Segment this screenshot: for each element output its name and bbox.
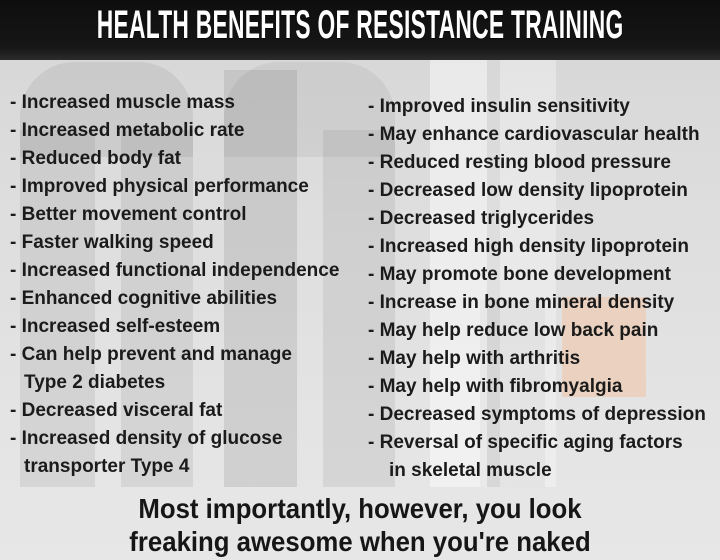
benefit-line: - Improved physical performance bbox=[10, 176, 309, 197]
benefit-line: - Enhanced cognitive abilities bbox=[10, 288, 278, 309]
benefit-line: - May enhance cardiovascular health bbox=[368, 124, 700, 145]
benefit-line: - Increased metabolic rate bbox=[10, 120, 245, 141]
benefit-line: - Decreased symptoms of depression bbox=[368, 404, 706, 425]
benefit-line: - Reversal of specific aging factors bbox=[368, 432, 683, 453]
page-title: HEALTH BENEFITS OF RESISTANCE TRAINING bbox=[96, 2, 624, 47]
benefit-line: - Increased self-esteem bbox=[10, 316, 221, 337]
benefit-line: - Can help prevent and manage bbox=[10, 344, 292, 365]
caption-line1: Most importantly, however, you look bbox=[138, 493, 582, 524]
benefit-line: - Reduced body fat bbox=[10, 148, 182, 169]
caption-line2: freaking awesome when you're naked bbox=[129, 526, 591, 557]
benefit-line-continuation: in skeletal muscle bbox=[389, 460, 552, 481]
benefit-line: - Decreased triglycerides bbox=[368, 208, 595, 229]
benefit-line: - May help reduce low back pain bbox=[368, 320, 659, 341]
benefit-line: - Increased functional independence bbox=[10, 260, 340, 281]
benefit-line: - Faster walking speed bbox=[10, 232, 214, 253]
benefit-line: - Decreased visceral fat bbox=[10, 400, 223, 421]
benefits-column-left: - Increased muscle mass - Increased meta… bbox=[10, 89, 366, 481]
benefit-line: - Better movement control bbox=[10, 204, 247, 225]
benefits-column-right: - Improved insulin sensitivity - May enh… bbox=[368, 93, 718, 485]
benefit-line: - Decreased low density lipoprotein bbox=[368, 180, 688, 201]
benefit-line: - Increased density of glucose bbox=[10, 428, 283, 449]
benefit-line: - Increased high density lipoprotein bbox=[368, 236, 689, 257]
footer-caption: Most importantly, however, you look frea… bbox=[29, 492, 691, 558]
benefit-line-continuation: Type 2 diabetes bbox=[24, 372, 166, 393]
benefit-line: - May help with arthritis bbox=[368, 348, 581, 369]
benefit-line: - May promote bone development bbox=[368, 264, 671, 285]
benefit-line: - Increased muscle mass bbox=[10, 92, 235, 113]
title-bar: HEALTH BENEFITS OF RESISTANCE TRAINING bbox=[0, 0, 720, 60]
benefit-line-continuation: transporter Type 4 bbox=[24, 456, 190, 477]
benefit-line: - Increase in bone mineral density bbox=[368, 292, 675, 313]
benefit-line: - Improved insulin sensitivity bbox=[368, 96, 630, 117]
benefit-line: - May help with fibromyalgia bbox=[368, 376, 623, 397]
benefit-line: - Reduced resting blood pressure bbox=[368, 152, 671, 173]
